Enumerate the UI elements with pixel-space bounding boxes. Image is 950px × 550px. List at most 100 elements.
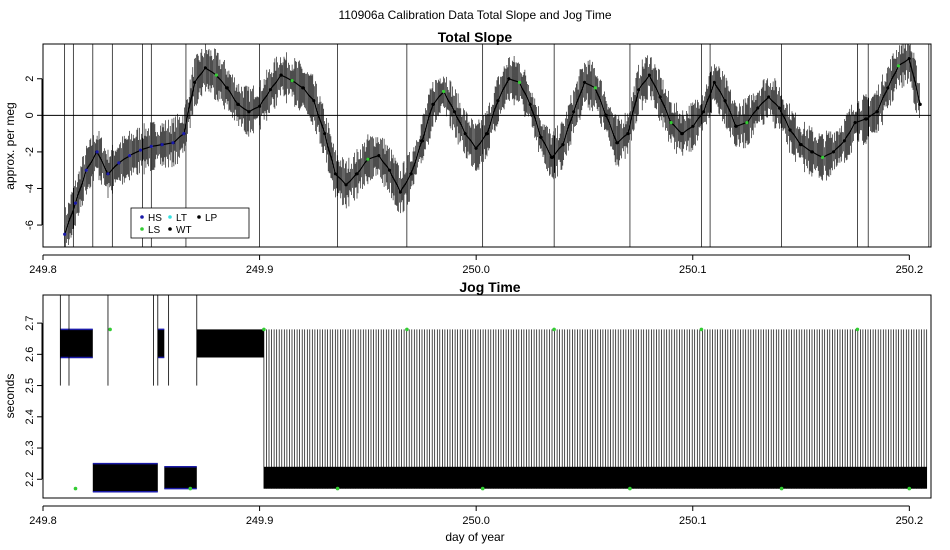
total-slope-point xyxy=(452,110,457,114)
legend-label-lp: LP xyxy=(205,213,218,224)
total-slope-point xyxy=(626,132,630,136)
total-slope-point xyxy=(831,150,836,154)
total-slope-point xyxy=(907,57,911,61)
legend-label-wt: WT xyxy=(176,225,192,236)
legend-entry-lp: LP xyxy=(197,213,218,224)
total-slope-point xyxy=(247,110,251,114)
total-slope-point xyxy=(160,143,164,147)
total-slope-point xyxy=(377,154,381,158)
jog-time-point xyxy=(855,327,860,332)
jog-time-band xyxy=(196,329,264,358)
total-slope-point xyxy=(680,132,684,136)
jog-time-band xyxy=(164,466,197,489)
total-slope-point xyxy=(615,141,619,145)
total-slope-y-tick-label: -6 xyxy=(24,220,36,230)
total-slope-x-tick-label: 249.8 xyxy=(29,264,57,276)
jog-time-plot-frame xyxy=(42,294,932,499)
figure-xlabel: day of year xyxy=(445,530,504,544)
total-slope-point xyxy=(842,139,847,143)
total-slope-point xyxy=(106,172,110,176)
total-slope-point xyxy=(236,102,240,106)
total-slope-point xyxy=(431,102,435,106)
jog-time-point xyxy=(480,486,485,491)
total-slope-point xyxy=(582,80,587,84)
total-slope-point xyxy=(333,172,337,176)
total-slope-point xyxy=(474,146,478,150)
total-slope-x-tick-label: 250.2 xyxy=(896,264,924,276)
legend-label-lt: LT xyxy=(176,213,187,224)
total-slope-point xyxy=(517,80,522,84)
total-slope-plot-frame xyxy=(42,43,932,248)
total-slope-point xyxy=(777,106,782,110)
total-slope-point xyxy=(63,232,67,236)
total-slope-point xyxy=(128,154,132,158)
total-slope-point xyxy=(182,132,186,136)
total-slope-point xyxy=(84,168,88,172)
total-slope-point xyxy=(355,172,359,176)
total-slope-point xyxy=(73,201,78,205)
legend-marker-wt xyxy=(168,227,172,231)
total-slope-point xyxy=(745,121,749,125)
jog-time-band xyxy=(92,463,158,492)
total-slope-title: Total Slope xyxy=(438,29,513,45)
total-slope-point xyxy=(442,89,446,94)
total-slope-point xyxy=(290,79,294,83)
jog-time-x-tick-label: 250.0 xyxy=(462,515,490,527)
legend-marker-hs xyxy=(140,215,144,219)
total-slope-point xyxy=(604,113,608,117)
legend-label-hs: HS xyxy=(148,213,162,224)
legend-entry-lt: LT xyxy=(168,213,187,224)
total-slope-point xyxy=(95,150,99,154)
total-slope-point xyxy=(268,88,272,92)
legend-entry-wt: WT xyxy=(168,225,192,236)
total-slope-point xyxy=(550,155,554,159)
total-slope-point xyxy=(171,141,175,145)
legend: HS LT LP LS WT xyxy=(130,207,250,239)
total-slope-point xyxy=(810,150,814,154)
total-slope-point xyxy=(214,73,218,77)
jog-time-band xyxy=(263,466,927,489)
total-slope-point xyxy=(691,124,695,128)
total-slope-y-tick-label: 2 xyxy=(24,76,36,82)
total-slope-point xyxy=(853,121,857,125)
total-slope-point xyxy=(496,99,500,103)
total-slope-point xyxy=(117,161,121,165)
jog-time-point xyxy=(699,327,704,332)
legend-label-ls: LS xyxy=(148,225,161,236)
total-slope-point xyxy=(669,121,673,125)
total-slope-point xyxy=(821,155,825,159)
jog-time-x-tick-label: 250.2 xyxy=(896,515,924,527)
jog-time-point xyxy=(405,327,409,332)
total-slope-point xyxy=(312,99,316,103)
jog-time-x-tick-label: 249.9 xyxy=(246,515,274,527)
total-slope-point xyxy=(593,86,597,90)
total-slope-point xyxy=(409,172,413,176)
jog-time-x-tick-label: 250.1 xyxy=(679,515,707,527)
total-slope-point xyxy=(344,183,348,187)
total-slope-point xyxy=(323,132,327,136)
jog-time-point xyxy=(552,327,556,332)
total-slope-point xyxy=(485,132,489,136)
jog-time-y-tick-label: 2.7 xyxy=(24,315,36,330)
jog-time-data-layer xyxy=(59,295,928,493)
total-slope-point xyxy=(767,95,771,99)
jog-time-point xyxy=(907,486,912,491)
total-slope-point xyxy=(647,73,652,77)
figure-title: 110906a Calibration Data Total Slope and… xyxy=(338,8,611,22)
legend-marker-lt xyxy=(168,215,172,219)
total-slope-point xyxy=(572,110,576,114)
jog-time-y-tick-label: 2.3 xyxy=(24,440,36,455)
legend-entry-ls: LS xyxy=(140,225,161,236)
total-slope-point xyxy=(193,80,197,84)
total-slope-y-tick-label: 0 xyxy=(24,112,36,118)
jog-time-point xyxy=(108,327,112,332)
total-slope-point xyxy=(138,148,143,152)
total-slope-point xyxy=(637,88,641,92)
total-slope-point xyxy=(420,139,424,143)
total-slope-point xyxy=(463,132,467,136)
jog-time-point xyxy=(262,327,266,332)
total-slope-point xyxy=(387,168,392,172)
total-slope-point xyxy=(712,80,717,84)
total-slope-point xyxy=(756,106,760,110)
total-slope-point xyxy=(301,86,305,90)
